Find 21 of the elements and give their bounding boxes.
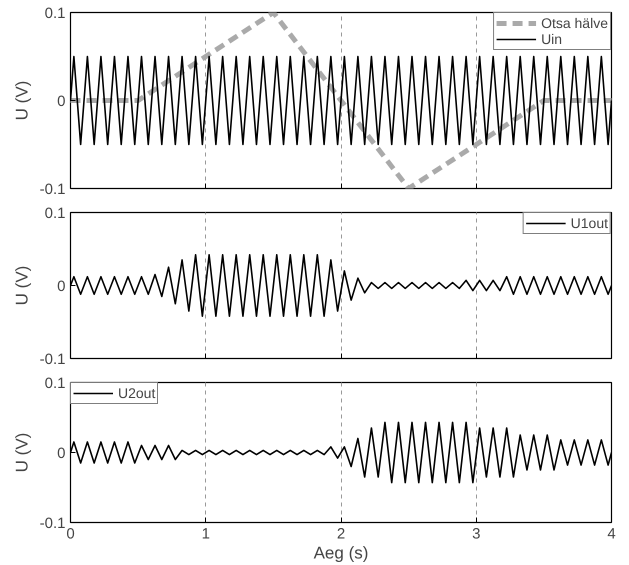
y-tick-label: 0 [57,445,66,462]
x-tick-label: 3 [472,526,480,542]
y-axis-title: U (V) [12,432,32,472]
legend-label: Otsa hälve [541,15,608,31]
y-tick-label: 0.1 [44,5,66,22]
y-axis-title: U (V) [12,80,32,120]
legend-label: U1out [570,215,608,231]
legend-label: U2out [118,385,156,401]
y-tick-label: 0 [57,93,66,110]
legend-label: Uin [541,31,562,47]
x-axis-title: Aeg (s) [314,544,368,562]
y-tick-label: -0.1 [40,515,66,532]
y-axis-title: U (V) [12,266,32,306]
y-tick-label: 0 [57,278,66,295]
x-tick-label: 1 [202,526,210,542]
x-tick-label: 2 [336,526,346,542]
x-tick-label: 4 [607,526,616,542]
y-tick-label: 0.1 [44,375,66,392]
y-tick-label: -0.1 [40,181,66,198]
y-tick-label: 0.1 [44,205,66,222]
y-tick-label: -0.1 [40,351,66,368]
